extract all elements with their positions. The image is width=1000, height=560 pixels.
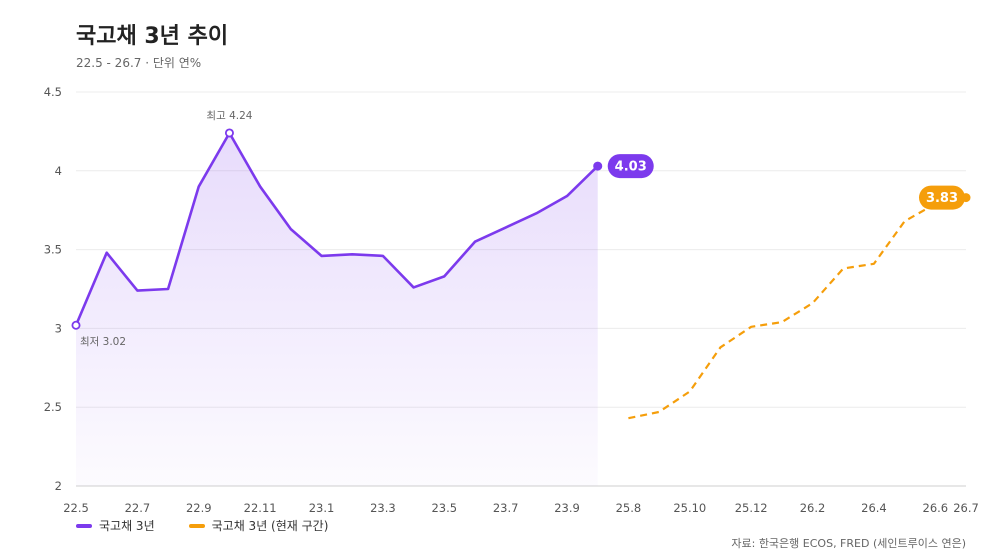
series-1-area [76,132,598,486]
series-group [74,131,967,486]
legend-label-series-2: 국고채 3년 (현재 구간) [211,519,329,533]
x-tick-label: 26.7 [953,501,979,515]
x-tick-label: 23.7 [493,501,519,515]
y-tick-label: 3 [55,321,62,335]
x-tick-label: 25.10 [673,501,706,515]
chart-title: 국고채 3년 추이 [76,24,229,49]
max-point-marker [224,128,234,138]
legend-label-series-1: 국고채 3년 [99,519,155,533]
x-tick-label: 23.3 [370,501,396,515]
max-point-label: 최고 4.24 [206,110,252,122]
series-1-end-label: 4.03 [615,160,647,175]
legend-item-series-2: 국고채 3년 (현재 구간) [188,517,329,534]
legend: 국고채 3년 국고채 3년 (현재 구간) [76,517,328,534]
y-tick-label: 4 [55,164,62,178]
source-note: 자료: 한국은행 ECOS, FRED (세인트루이스 연은) [731,537,966,550]
x-tick-label: 22.7 [125,501,151,515]
x-tick-label: 23.9 [554,501,580,515]
x-tick-label: 22.11 [244,501,277,515]
series-1-line [74,131,600,327]
x-tick-label: 26.6 [923,501,949,515]
chart-subtitle: 22.5 - 26.7 · 단위 연% [76,56,202,70]
series-2-end-badge [919,185,965,210]
y-tick-label: 2 [55,479,62,493]
series-2-end-marker [961,193,971,203]
x-tick-label: 22.9 [186,501,212,515]
legend-item-series-1: 국고채 3년 [76,517,155,534]
legend-swatch-series-2 [188,523,205,528]
min-point-marker [71,320,81,330]
x-tick-label: 22.5 [63,501,89,515]
x-tick-label: 25.8 [616,501,642,515]
y-tick-label: 4.5 [44,85,62,99]
x-tick-label: 25.12 [735,501,768,515]
x-tick-label: 26.2 [800,501,826,515]
legend-swatch-series-1 [76,523,92,528]
y-tick-label: 2.5 [44,400,62,414]
y-tick-label: 3.5 [44,243,62,257]
x-tick-label: 23.1 [309,501,335,515]
annotations-group: 최고 4.24 최저 3.02 4.03 3.83 [71,110,971,348]
y-axis: 2 2.5 3 3.5 4 4.5 [44,85,62,493]
min-point-label: 최저 3.02 [80,336,126,348]
x-tick-label: 26.4 [861,501,887,515]
series-2-end-label: 3.83 [926,191,958,206]
series-1-end-marker [593,161,603,171]
series-2-line [628,196,967,420]
x-tick-label: 23.5 [431,501,457,515]
series-1-end-badge [607,154,654,179]
x-axis: 22.5 22.7 22.9 22.11 23.1 23.3 23.5 23.7 23.9 25.… [63,501,979,515]
